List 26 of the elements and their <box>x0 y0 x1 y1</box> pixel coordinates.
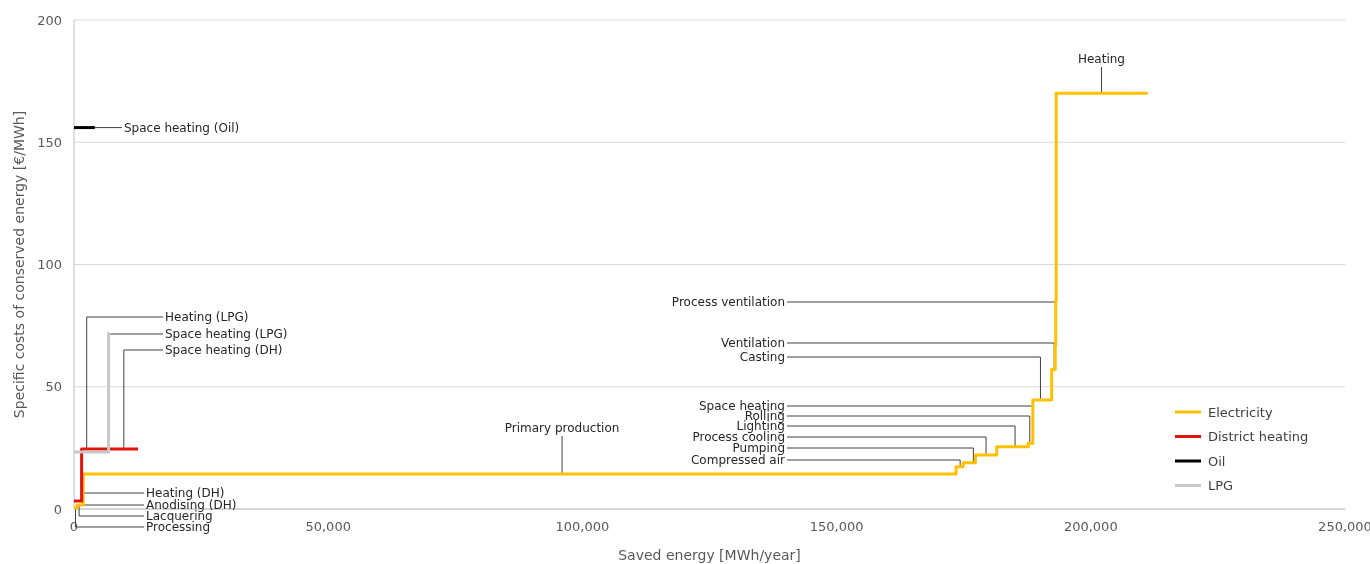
legend-label: District heating <box>1208 429 1309 445</box>
x-tick-label: 50,000 <box>305 519 351 534</box>
x-axis-title: Saved energy [MWh/year] <box>618 547 801 563</box>
x-tick-label: 100,000 <box>555 519 610 534</box>
y-tick-label: 100 <box>37 257 62 273</box>
annotation: Heating (LPG) <box>165 310 249 325</box>
annotation: Space heating (Oil) <box>124 120 240 135</box>
x-tick-label: 200,000 <box>1063 519 1118 534</box>
annotation: Space heating (LPG) <box>165 327 288 342</box>
annotation: Ventilation <box>721 336 785 351</box>
annotation: Process ventilation <box>671 295 785 310</box>
y-tick-label: 200 <box>37 12 62 28</box>
annotation: Pumping <box>732 441 785 456</box>
y-axis-title: Specific costs of conserved energy [€/MWh] <box>11 110 27 419</box>
y-tick-label: 150 <box>37 134 62 150</box>
annotation: Casting <box>739 350 785 365</box>
x-tick-label: 150,000 <box>809 519 864 534</box>
annotation: Space heating (DH) <box>165 343 283 358</box>
annotation: Primary production <box>504 421 620 436</box>
legend-label: LPG <box>1208 478 1234 494</box>
y-tick-label: 50 <box>45 379 62 395</box>
annotation: Compressed air <box>690 453 786 468</box>
y-tick-label: 0 <box>53 501 62 517</box>
annotation: Heating <box>1077 52 1125 67</box>
legend-label: Oil <box>1208 453 1226 469</box>
legend-label: Electricity <box>1208 404 1273 420</box>
